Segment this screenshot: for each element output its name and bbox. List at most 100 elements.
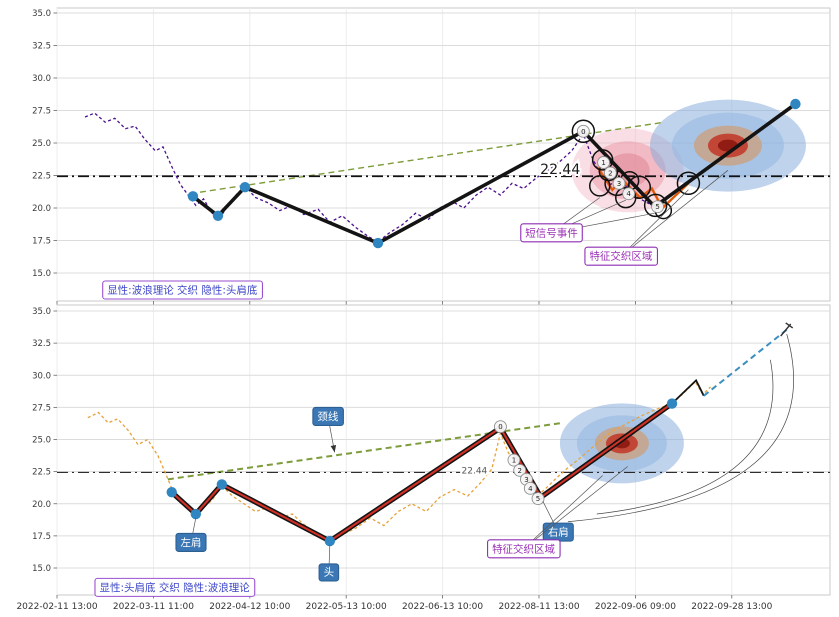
numbered-marker: [531, 492, 545, 506]
left-shoulder-label-text: 左肩: [180, 536, 201, 549]
feature-interweave-zone-text: 特征交织区域: [492, 542, 555, 555]
turning-point-dot: [372, 237, 384, 249]
end-marker: [780, 322, 794, 337]
sms-signal-event-box: [520, 223, 583, 243]
turning-point-dot: [239, 182, 251, 193]
y-tick-label: 27.5: [32, 107, 51, 117]
numbered-marker: [523, 481, 537, 495]
plot-area: [56, 304, 831, 596]
threshold-value-label: 22.44: [540, 162, 580, 178]
neckline-label-text: 颈线: [317, 410, 338, 423]
numbered-marker-label: 0: [498, 423, 502, 431]
y-tick-label: 30.0: [32, 371, 51, 381]
y-tick-label: 22.5: [32, 468, 51, 478]
panel-legend-box: [94, 577, 256, 597]
turning-point-dot: [212, 210, 224, 221]
y-tick-label: 22.5: [32, 172, 51, 182]
numbered-marker: [612, 176, 626, 190]
x-tick-label: 2022-08-11 13:00: [498, 602, 579, 612]
signal-event-circle: [643, 193, 668, 218]
price-line: [84, 112, 660, 243]
turning-point-dot: [324, 535, 336, 547]
turning-point-dot: [187, 191, 199, 202]
y-tick-label: 25.0: [32, 139, 51, 149]
y-tick-label: 35.0: [32, 307, 51, 317]
panel-legend: 显性:波浪理论 交织 隐性:头肩底: [102, 280, 263, 300]
y-tick-label: 15.0: [32, 269, 51, 279]
numbered-marker: [597, 156, 611, 169]
head-label: 头: [318, 544, 340, 582]
neckline-label-box: [312, 406, 344, 427]
panel-legend-text: 显性:波浪理论 交织 隐性:头肩底: [107, 284, 258, 297]
threshold-value-label: 22.44: [462, 466, 488, 476]
numbered-marker-label: 3: [617, 180, 621, 188]
y-tick-label: 17.5: [32, 532, 51, 542]
feature-interweave-zone-connector: [523, 475, 603, 549]
feature-interweave-zone-text: 特征交织区域: [589, 250, 652, 263]
numbered-marker-label: 1: [512, 457, 516, 465]
feature-interweave-zone: 特征交织区域: [487, 466, 628, 559]
sms-signal-event: 短信号事件: [520, 197, 655, 243]
numbered-marker-label: 5: [655, 203, 659, 211]
y-tick-label: 32.5: [32, 339, 51, 349]
y-tick-label: 30.0: [32, 74, 51, 84]
feature-interweave-zone-box: [584, 246, 658, 266]
x-tick-label: 2022-06-13 10:00: [402, 602, 483, 612]
x-tick-label: 2022-09-28 13:00: [691, 602, 772, 612]
numbered-marker: [507, 453, 521, 467]
y-tick-label: 27.5: [32, 403, 51, 413]
signal-event-circle: [588, 175, 611, 197]
feature-interweave-zone-connector: [620, 170, 729, 257]
numbered-marker-label: 1: [601, 159, 605, 167]
x-tick-label: 2022-03-11 11:00: [113, 602, 194, 612]
y-tick-label: 20.0: [32, 500, 51, 510]
signal-event-circle: [615, 186, 637, 209]
feature-interweave-zone-connector: [523, 466, 628, 549]
panel-top: 35.0 32.5 30.0 27.5 25.0 22.5 20.0 17.5 15.0 0 123…: [32, 7, 831, 305]
y-tick-label: 15.0: [32, 564, 51, 574]
numbered-marker: [513, 463, 527, 477]
annotation-arc: [596, 359, 774, 515]
signal-event-circle: [571, 119, 596, 144]
y-tick-label: 25.0: [32, 436, 51, 446]
panel-legend-box: [102, 280, 263, 300]
y-tick-label: 35.0: [32, 9, 51, 19]
signal-event-circle: [676, 171, 701, 196]
numbered-marker-label: 4: [626, 190, 631, 198]
right-shoulder-label-text: 右肩: [548, 526, 569, 539]
numbered-marker-label: 5: [536, 495, 540, 503]
forecast-dashed-line: [703, 328, 789, 397]
y-tick-label: 20.0: [32, 204, 51, 214]
panel-legend: 显性:头肩底 交织 隐性:波浪理论: [94, 577, 256, 597]
panel-legend-text: 显性:头肩底 交织 隐性:波浪理论: [99, 581, 250, 594]
numbered-marker-label: 2: [517, 467, 521, 475]
x-tick-label: 2022-09-06 09:00: [595, 602, 676, 612]
numbered-marker-label: 3: [524, 476, 528, 484]
y-tick-label: 17.5: [32, 237, 51, 247]
turning-point-dot: [216, 479, 228, 490]
turning-point-dot: [666, 398, 678, 409]
numbered-marker-label: 4: [528, 485, 533, 493]
left-shoulder-label-box: [175, 532, 207, 552]
feature-interweave-zone-connector: [620, 189, 689, 257]
pattern-extension: [671, 378, 705, 405]
feature-interweave-zone-box: [487, 539, 561, 559]
annotation-arc: [567, 334, 794, 523]
turning-point-dot: [790, 98, 801, 110]
numbered-marker: [651, 200, 665, 214]
turning-point-dot: [166, 486, 177, 498]
x-tick-label: 2022-05-13 10:00: [306, 602, 387, 612]
x-tick-label: 2022-04-12 10:00: [209, 602, 290, 612]
left-shoulder-label: 左肩: [175, 517, 207, 552]
numbered-marker: [576, 124, 590, 138]
head-label-text: 头: [324, 566, 335, 578]
neckline-label: 颈线: [312, 406, 344, 453]
numbered-marker-label: 0: [581, 128, 585, 136]
signal-event-circle: [591, 149, 614, 171]
feature-interweave-zone: 特征交织区域: [584, 170, 729, 266]
arrow-head: [330, 444, 337, 453]
y-tick-label: 32.5: [32, 42, 51, 52]
numbered-marker-label: 2: [608, 169, 612, 177]
